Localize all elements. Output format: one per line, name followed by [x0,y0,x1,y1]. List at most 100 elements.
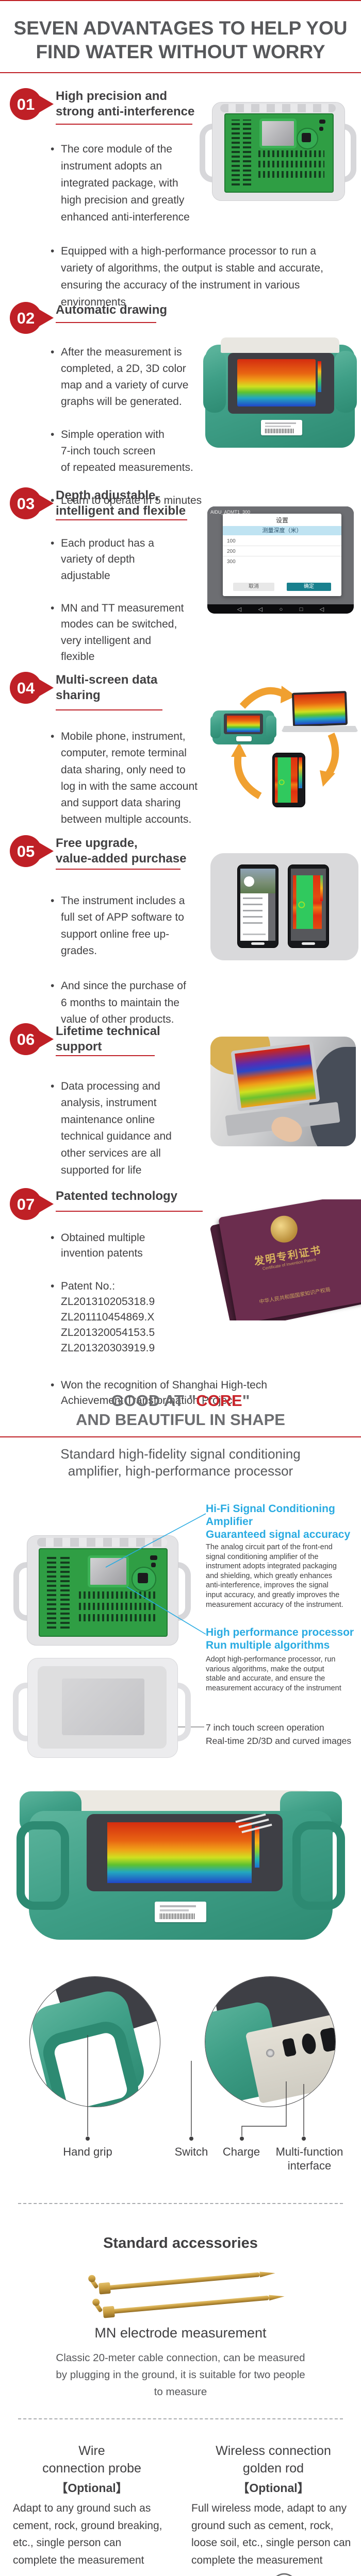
mini-instrument [210,708,276,747]
menu-scrim [268,893,275,941]
mini-heatmap [227,716,260,732]
core-subtitle: Standard high-fidelity signal conditioni… [60,1446,301,1479]
circuit-board-device-image [200,102,356,201]
device-handle-left [203,351,226,413]
depth-option: 100 [227,538,236,544]
label-line [160,1909,189,1911]
label-sticker [261,420,302,435]
ports-detail-photo [205,1976,336,2107]
core-divider [0,1436,361,1437]
section-divider-dashed [18,2418,343,2419]
settings-dialog: 设置 测量深度（米） 100 200 300 取消 确定 [223,514,341,596]
certificate-issuer: 中华人民共和国国家知识产权局 [258,1287,331,1306]
heading-underline [56,1211,203,1212]
pin-strip [258,161,324,167]
advantage-bullets: Each product has a variety of depth adju… [50,519,204,681]
screw [266,2049,274,2057]
part-label-multifunction: Multi-function interface [275,2145,343,2172]
app-phone-right [288,865,329,948]
advantage-section-6: 06 Lifetime technical support Data proce… [0,1023,361,1188]
number-badge: 01 [10,88,54,120]
phone-heatmap [275,757,298,803]
pin-strip [243,120,251,185]
mini-handle-left [210,716,221,738]
badge-number: 02 [17,309,35,327]
wire-probe-description: Adapt to any ground such as cement, rock… [13,2502,162,2566]
phone-colorbar [320,875,323,901]
advantage-bullets: After the measurement is completed, a 2D… [50,328,225,526]
advantage-bullets: The instrument includes a full set of AP… [50,876,204,1045]
bullet-item: Mobile phone, instrument, computer, remo… [50,728,215,828]
support-photo [210,1037,356,1146]
wire-probe-title: Wire connection probe [42,2444,141,2476]
avatar [244,876,254,887]
bullet-item: Simple operation with 7-inch touch scree… [50,427,225,476]
shielded-module [88,1555,129,1587]
pin-strip [79,1603,156,1610]
heatmap-screen [237,359,316,406]
advantage-section-5: 05 Free upgrade, value-added purchase Th… [0,835,361,1025]
top-divider [0,0,361,1]
advantage-heading: Depth adjustable, intelligent and flexib… [56,488,186,518]
phone-colorbar [299,757,302,788]
device-handle-left [17,1821,69,1910]
menu-row [243,904,262,905]
part-label-switch: Switch [174,2145,208,2158]
wireless-rod-title: Wireless connection golden rod [216,2444,331,2476]
headline-suffix: " [242,1392,250,1410]
back-icon: ◁ [258,606,263,613]
headline-prefix: GOOD AT " [111,1392,196,1410]
pin-strip [258,150,324,157]
badge-number: 07 [17,1195,35,1213]
pin-strip [47,1555,56,1629]
advantage-heading: Multi-screen data sharing [56,673,158,702]
bullet-item: Learn to operate in 5 minutes [50,493,225,509]
badge-number: 01 [17,95,35,113]
bullet-item: After the measurement is completed, a 2D… [50,344,225,410]
advantage-bullets: Mobile phone, instrument, computer, remo… [50,712,215,845]
bullet-item: Data processing and analysis, instrument… [50,1078,204,1179]
section-divider-dashed [18,2203,343,2204]
electrode-description: Classic 20-meter cable connection, can b… [56,2352,305,2398]
home-icon: ○ [279,606,283,613]
title-divider [0,72,361,73]
label-sticker [155,1902,206,1922]
color-scale [318,361,321,392]
laptop-screen-frame [291,691,348,727]
shell-vents [220,104,336,112]
processor-chip [138,1573,148,1583]
round-chip [132,1567,156,1591]
bullet-item: Each product has a variety of depth adju… [50,535,204,584]
national-emblem [268,1213,300,1245]
advantage-section-2: 02 Automatic drawing After the measureme… [0,301,361,509]
menu-row [243,897,262,899]
device-top-band [221,337,339,353]
advantage-section-1: 01 High precision and strong anti-interf… [0,88,361,308]
menu-row [243,922,262,924]
instrument-photo [203,337,357,455]
home-pill [302,942,315,945]
menu-row [243,916,262,918]
outline-device-image [13,1658,191,1758]
label-barcode [160,1913,195,1919]
android-nav-bar: ◁ ◁ ○ □ ◁ [207,604,354,614]
callout2-title: High performance processor Run multiple … [206,1626,354,1651]
label-line [265,426,291,427]
number-badge: 06 [10,1023,54,1055]
pin-strip [232,120,240,185]
heading-underline [56,869,180,870]
part-label-handgrip: Hand grip [63,2145,112,2158]
app-menu [240,893,268,941]
shielded-module [259,118,297,148]
component [150,1555,157,1560]
advantage-bullets: Data processing and analysis, instrument… [50,1061,204,1196]
callout1-body: The analog circuit part of the front-end… [206,1543,343,1609]
big-device-photo [17,1790,345,1940]
screen-note: 7 inch touch screen operation Real-time … [206,1722,352,1746]
component [151,1563,156,1567]
number-badge: 02 [10,302,54,334]
menu-row [243,934,266,935]
patent-certificates-photo: 发明专利证书 Certificate of Invention Patent 中… [204,1199,361,1320]
bullet-item: Patent No.: ZL201310205318.9 ZL201110454… [50,1279,343,1356]
pcb-board [224,113,334,193]
